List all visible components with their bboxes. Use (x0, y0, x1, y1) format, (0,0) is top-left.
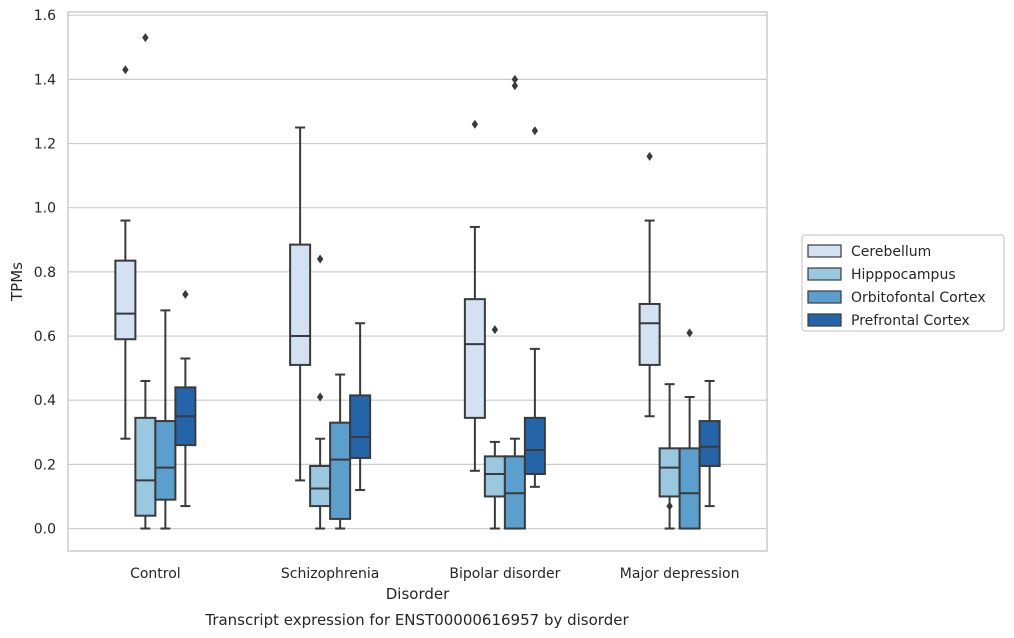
box-iqr (114, 259, 137, 341)
legend-item: Prefrontal Cortex (807, 313, 970, 329)
box-1-0 (134, 33, 157, 530)
plot-frame (67, 11, 768, 552)
box-iqr (329, 421, 352, 520)
chart-caption: Transcript expression for ENST0000061695… (204, 611, 629, 629)
box-3-3 (698, 379, 721, 508)
legend-swatch (807, 313, 842, 327)
legend-label: Hipppocampus (851, 267, 956, 283)
y-tick-label: 0.4 (34, 393, 56, 409)
legend-label: Prefrontal Cortex (851, 313, 970, 329)
x-tick-label: Schizophrenia (281, 566, 379, 582)
y-tick-label: 1.0 (34, 201, 56, 217)
y-tick-label: 0.6 (34, 329, 56, 345)
box-iqr (463, 298, 486, 419)
outlier-point (511, 74, 519, 84)
legend-swatch (807, 267, 842, 281)
y-tick-label: 0.8 (34, 265, 56, 281)
box-2-2 (503, 74, 526, 530)
y-axis-label: TPMs (8, 262, 26, 302)
box-iqr (678, 447, 701, 530)
outlier-point (316, 392, 324, 402)
box-iqr (523, 416, 546, 475)
outlier-point (182, 289, 189, 299)
legend-item: Cerebellum (807, 244, 931, 260)
box-iqr (309, 464, 332, 508)
box-iqr (134, 416, 157, 517)
outlier-point (686, 328, 693, 338)
legend-swatch (807, 290, 842, 304)
box-0-2 (463, 119, 486, 472)
y-tick-label: 0.0 (34, 522, 56, 538)
legend-item: Hipppocampus (807, 267, 956, 283)
box-2-0 (154, 309, 177, 530)
legend-swatch (807, 244, 842, 258)
box-1-1 (309, 254, 332, 530)
y-tick-label: 1.2 (34, 137, 56, 153)
box-1-2 (483, 325, 506, 530)
outlier-point (666, 501, 673, 511)
box-3-2 (523, 126, 546, 488)
legend: Cerebellum Hipppocampus Orbitofontal Corte… (801, 234, 1005, 332)
legend-label: Orbitofontal Cortex (851, 290, 986, 306)
box-2-1 (329, 373, 352, 530)
box-iqr (349, 394, 372, 459)
outlier-point (142, 33, 149, 43)
x-tick-label: Control (130, 566, 181, 582)
box-iqr (638, 302, 661, 366)
outlier-point (316, 254, 324, 264)
outlier-point (491, 325, 499, 335)
box-0-3 (638, 151, 661, 418)
box-iqr (698, 420, 721, 467)
y-tick-label: 1.6 (34, 8, 56, 24)
legend-label: Cerebellum (851, 244, 931, 260)
outlier-point (531, 126, 539, 136)
x-axis-label: Disorder (386, 585, 450, 603)
x-tick-label: Major depression (620, 566, 740, 582)
box-0-0 (114, 65, 137, 440)
y-tick-labels: 0.0 0.2 0.4 0.6 0.8 1.0 1.2 1.4 1.6 (34, 8, 56, 537)
box-iqr (154, 420, 177, 501)
box-3-1 (349, 322, 372, 492)
x-tick-label: Bipolar disorder (449, 566, 560, 582)
y-tick-label: 0.2 (34, 457, 56, 473)
legend-frame (801, 234, 1005, 332)
box-3-0 (174, 289, 197, 508)
box-iqr (658, 447, 681, 498)
box-1-3 (658, 383, 681, 530)
outlier-point (511, 81, 519, 91)
x-tick-labels: Control Schizophrenia Bipolar disorder Majo… (130, 566, 739, 582)
box-iqr (483, 455, 506, 498)
outlier-point (122, 65, 129, 75)
box-iqr (289, 243, 312, 366)
legend-item: Orbitofontal Cortex (807, 290, 986, 306)
outlier-point (646, 151, 653, 161)
y-tick-label: 1.4 (34, 72, 56, 88)
box-2-3 (678, 328, 701, 530)
box-0-1 (289, 126, 312, 482)
outlier-point (471, 119, 479, 129)
box-layer (114, 33, 721, 530)
